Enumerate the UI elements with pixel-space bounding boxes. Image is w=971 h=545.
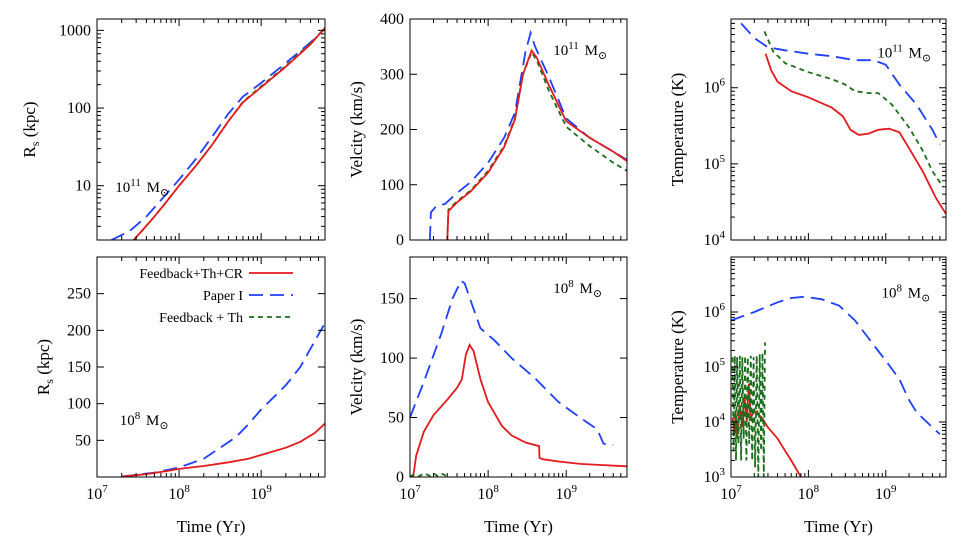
y-tick-label: 100 [380,350,404,367]
series-line-feedback_th_cr [731,383,802,477]
series-line-paper1 [731,295,941,435]
series-line-feedback_th_cr [412,343,627,477]
mass-annotation: 1011 M⊙ [553,40,607,62]
x-tick-label: 108 [477,483,499,503]
series-line-feedback_th_cr [446,48,627,240]
x-axis-label: Time (Yr) [484,517,553,536]
panel-velocity-1e8: 107 108 109 0 50 100 150 Time (Yr) Velcity (km/s… [347,256,628,536]
y-tick-label: 0 [396,469,404,486]
y-tick-label: 200 [67,322,91,339]
y-tick-label: 105 [704,153,726,173]
mass-annotation: 108 M⊙ [120,410,169,432]
x-tick-label: 107 [399,483,421,503]
x-tick-label: 108 [798,483,820,503]
series-line-feedback_th [446,50,627,240]
mass-annotation: 1011 M⊙ [115,177,169,199]
y-tick-label: 103 [704,466,726,486]
series-group [429,29,627,240]
plot-frame [96,18,326,241]
y-axis-label: Velcity (km/s) [347,81,366,178]
y-tick-label: 200 [380,122,404,139]
y-tick-label: 100 [67,100,91,117]
series-group [731,295,941,477]
series-group [121,322,325,477]
y-tick-label: 150 [380,291,404,308]
x-tick-label: 109 [250,483,272,503]
x-axis-label: Time (Yr) [804,517,873,536]
y-tick-label: 250 [67,286,91,303]
x-tick-label: 109 [875,483,897,503]
y-axis-label: Temperature (K) [668,310,687,424]
panel-temperature-1e11: 104 105 106 Temperature (K) 1011 M⊙ [668,18,947,249]
y-tick-label: 0 [396,232,404,249]
series-line-paper1 [740,22,941,145]
y-axis-label: Velcity (km/s) [347,319,366,416]
series-group [111,27,325,240]
legend-label-feedback_th: Feedback + Th [159,311,243,326]
y-tick-label: 105 [704,356,726,376]
x-tick-label: 107 [86,483,108,503]
y-tick-label: 400 [380,11,404,28]
y-tick-label: 50 [388,410,404,427]
y-tick-label: 1000 [59,22,91,39]
legend: Feedback+Th+CR Paper I Feedback + Th [139,267,293,326]
x-tick-label: 109 [555,483,577,503]
series-line-paper1 [111,28,325,240]
y-axis-label: Temperature (K) [668,73,687,187]
x-tick-label: 107 [720,483,742,503]
series-group [740,22,946,215]
mass-annotation: 108 M⊙ [553,278,602,300]
series-line-feedback_th [731,342,766,477]
y-tick-label: 100 [67,396,91,413]
panel-velocity-1e11: 0 100 200 300 400 Velcity (km/s) 1011 M⊙ [347,11,628,249]
plot-frame [730,18,947,241]
series-line-feedback_th_cr [133,27,325,240]
panel-rs-1e11: 10 100 1000 Rs (kpc) 1011 M⊙ [20,18,326,241]
series-line-paper1 [410,279,614,446]
legend-label-paper1: Paper I [203,289,243,304]
legend-label-feedback_th_cr: Feedback+Th+CR [139,267,243,282]
series-line-feedback_th [763,31,944,188]
series-line-feedback_th_cr [121,422,325,477]
y-axis-label: Rs (kpc) [20,101,42,157]
mass-annotation: 1011 M⊙ [877,42,931,64]
plot-frame [409,256,628,478]
series-line-feedback_th [133,27,325,240]
mass-annotation: 108 M⊙ [882,282,931,304]
y-tick-label: 106 [704,301,726,321]
y-tick-label: 104 [704,229,726,249]
y-tick-label: 100 [380,177,404,194]
series-line-feedback_th_cr [764,53,946,215]
series-line-feedback_th [410,472,447,477]
y-tick-label: 50 [75,432,91,449]
y-tick-label: 104 [704,411,726,431]
x-tick-label: 108 [168,483,190,503]
y-tick-label: 150 [67,359,91,376]
y-tick-label: 106 [704,77,726,97]
x-axis-label: Time (Yr) [177,517,246,536]
series-line-paper1 [429,29,627,240]
y-axis-label: Rs (kpc) [34,339,56,395]
panel-rs-1e8: 107 108 109 50 100 150 200 250 Time (Yr) Rs (kpc)… [34,256,326,536]
panel-temperature-1e8: 107 108 109 103 104 105 106 Time (Yr) Temperatur… [668,256,947,536]
series-line-paper1 [121,322,325,477]
series-group [410,279,627,477]
y-tick-label: 10 [75,178,91,195]
y-tick-label: 300 [380,66,404,83]
